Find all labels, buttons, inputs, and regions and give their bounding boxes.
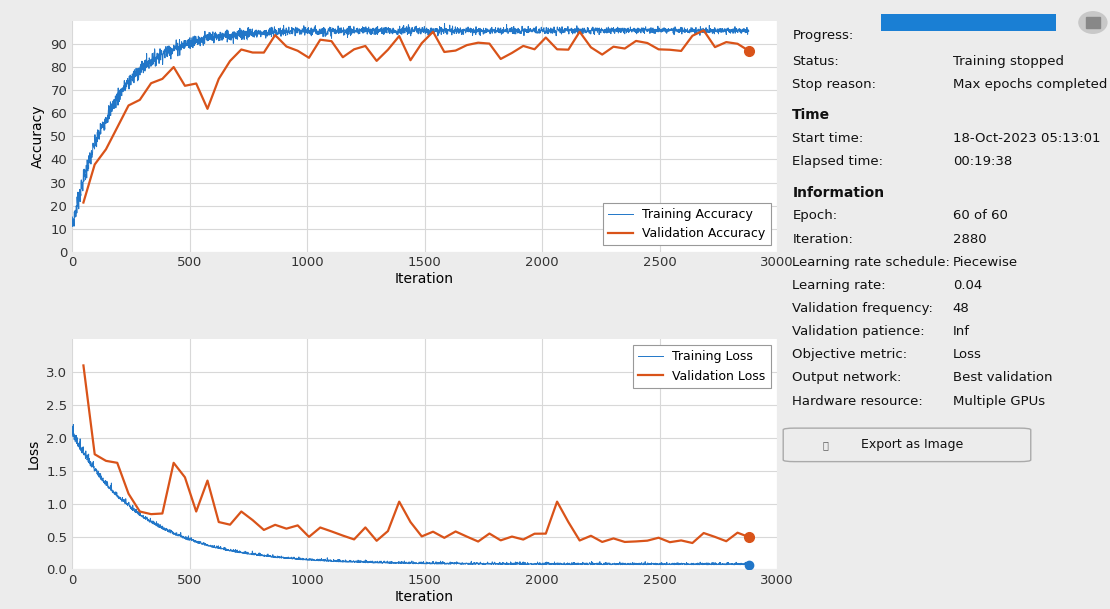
Line: Validation Accuracy: Validation Accuracy — [83, 30, 749, 203]
Text: ⬜: ⬜ — [823, 440, 828, 450]
Text: 2880: 2880 — [952, 233, 987, 245]
Training Accuracy — [495, 30, 508, 38]
Text: Loss: Loss — [952, 348, 981, 361]
Text: Learning rate schedule:: Learning rate schedule: — [793, 256, 950, 269]
Text: Information: Information — [793, 186, 885, 200]
Validation Loss — [494, 537, 507, 544]
Validation Accuracy — [190, 80, 203, 87]
Validation Loss — [743, 533, 756, 541]
Text: 0.04: 0.04 — [952, 279, 982, 292]
Text: Training stopped: Training stopped — [952, 55, 1063, 68]
Text: Epoch:: Epoch: — [793, 209, 838, 222]
Validation Accuracy — [246, 49, 260, 56]
Training Accuracy — [437, 20, 451, 27]
Text: 00:19:38: 00:19:38 — [952, 155, 1012, 167]
Text: 18-Oct-2023 05:13:01: 18-Oct-2023 05:13:01 — [952, 132, 1100, 144]
Text: Hardware resource:: Hardware resource: — [793, 395, 924, 407]
Text: 60 of 60: 60 of 60 — [952, 209, 1008, 222]
Text: Progress:: Progress: — [793, 29, 854, 42]
Text: Stop reason:: Stop reason: — [793, 78, 877, 91]
Training Accuracy — [538, 27, 552, 35]
Training Accuracy — [65, 223, 79, 230]
Line: Training Accuracy: Training Accuracy — [72, 24, 749, 227]
Line: Validation Loss: Validation Loss — [83, 365, 749, 543]
Training Loss — [538, 560, 552, 567]
Text: Start time:: Start time: — [793, 132, 864, 144]
Validation Accuracy — [77, 199, 90, 206]
Training Loss — [624, 560, 637, 567]
X-axis label: Iteration: Iteration — [395, 272, 454, 286]
Text: Elapsed time:: Elapsed time: — [793, 155, 884, 167]
Training Loss — [495, 560, 508, 568]
Legend: Training Loss, Validation Loss: Training Loss, Validation Loss — [633, 345, 770, 387]
Text: Validation patience:: Validation patience: — [793, 325, 925, 338]
Text: Max epochs completed: Max epochs completed — [952, 78, 1107, 91]
Validation Loss — [686, 540, 699, 547]
Text: Piecewise: Piecewise — [952, 256, 1018, 269]
Text: Multiple GPUs: Multiple GPUs — [952, 395, 1045, 407]
Validation Accuracy — [697, 27, 710, 34]
Text: Inf: Inf — [952, 325, 970, 338]
Y-axis label: Accuracy: Accuracy — [31, 105, 44, 168]
Legend: Training Accuracy, Validation Accuracy: Training Accuracy, Validation Accuracy — [603, 203, 770, 245]
Validation Loss — [190, 508, 203, 515]
Text: Iteration:: Iteration: — [793, 233, 854, 245]
Training Loss — [743, 561, 756, 568]
Training Accuracy — [624, 27, 637, 35]
X-axis label: Iteration: Iteration — [395, 590, 454, 604]
Validation Accuracy — [269, 32, 282, 39]
Training Accuracy — [743, 27, 756, 35]
Training Accuracy — [281, 29, 294, 37]
Text: Status:: Status: — [793, 55, 839, 68]
Validation Accuracy — [291, 47, 304, 54]
Text: 48: 48 — [952, 302, 969, 315]
Validation Loss — [302, 533, 315, 541]
Training Loss — [537, 560, 551, 568]
Validation Loss — [77, 362, 90, 369]
Validation Loss — [246, 516, 260, 524]
Validation Loss — [291, 522, 304, 529]
Text: Time: Time — [793, 108, 830, 122]
Training Loss — [281, 554, 294, 561]
Line: Training Loss: Training Loss — [72, 424, 749, 565]
Training Accuracy — [65, 213, 79, 220]
Training Loss — [67, 421, 80, 428]
Training Accuracy — [538, 30, 552, 37]
Training Accuracy — [574, 26, 587, 33]
Text: Learning rate:: Learning rate: — [793, 279, 886, 292]
Bar — [1087, 18, 1100, 27]
Validation Accuracy — [743, 47, 756, 54]
Training Loss — [65, 423, 79, 430]
Training Loss — [702, 561, 715, 568]
Text: Objective metric:: Objective metric: — [793, 348, 908, 361]
Validation Loss — [269, 521, 282, 529]
Validation Accuracy — [494, 55, 507, 63]
Text: Output network:: Output network: — [793, 371, 901, 384]
Text: Validation frequency:: Validation frequency: — [793, 302, 934, 315]
Validation Accuracy — [302, 54, 315, 62]
FancyBboxPatch shape — [784, 428, 1031, 462]
Circle shape — [1079, 12, 1107, 33]
Y-axis label: Loss: Loss — [27, 439, 41, 470]
Training Loss — [574, 560, 587, 568]
Text: Best validation: Best validation — [952, 371, 1052, 384]
Text: Export as Image: Export as Image — [861, 438, 963, 451]
